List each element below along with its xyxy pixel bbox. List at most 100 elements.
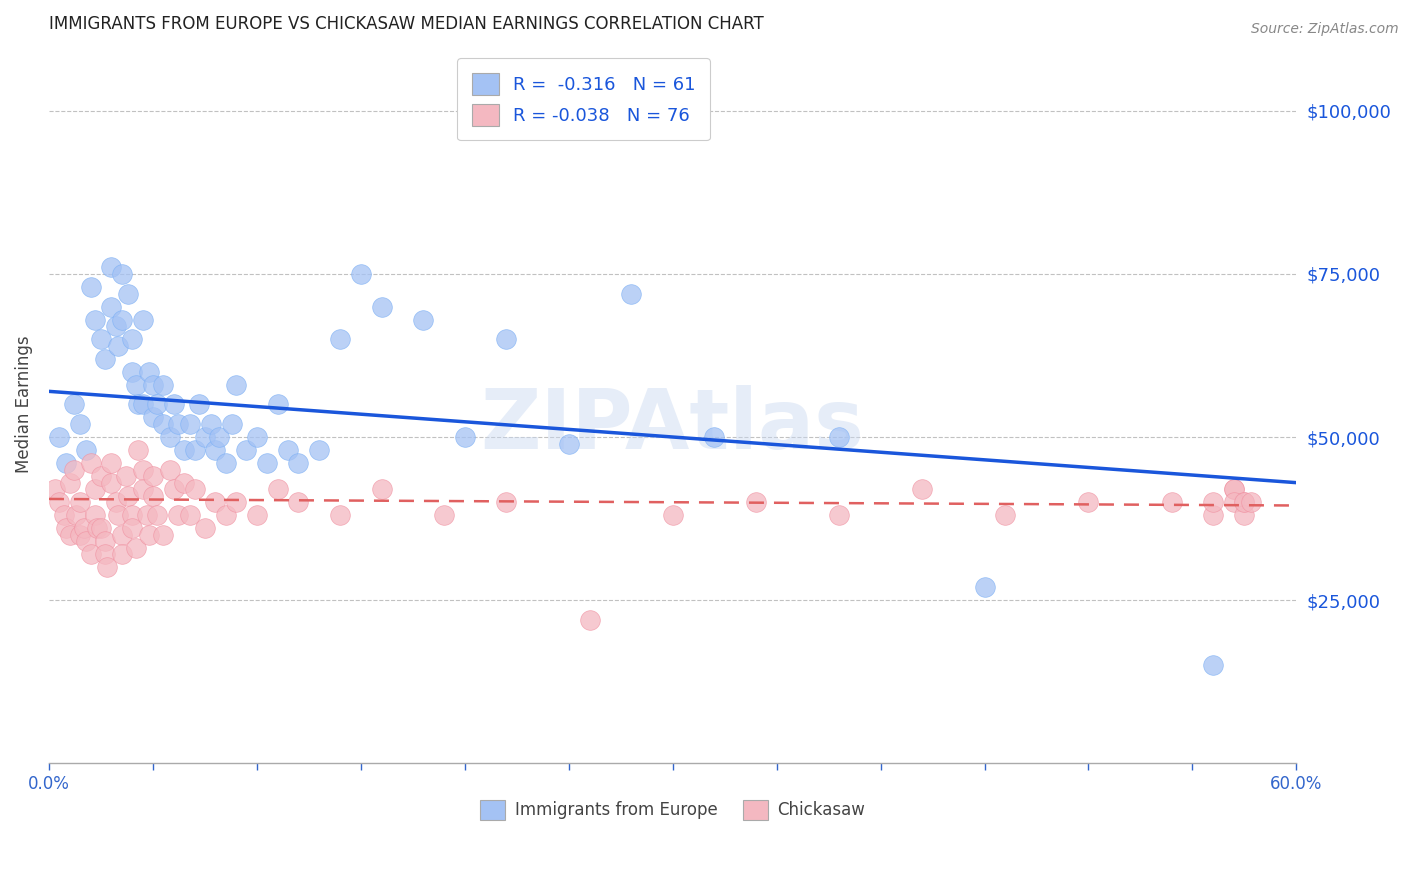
Point [187,397,209,411]
Point [75,534,97,549]
Point [127,397,149,411]
Point [121,508,143,523]
Point [167,508,190,523]
Point [117,286,139,301]
Point [173,443,195,458]
Point [225,377,247,392]
Point [104,495,127,509]
Point [96,560,118,574]
Point [495,495,517,509]
Point [94,534,117,549]
Point [90,469,112,483]
Point [131,397,153,411]
Point [1223,482,1246,496]
Point [121,521,143,535]
Point [215,456,238,470]
Point [69,528,91,542]
Point [75,443,97,458]
Point [1233,508,1256,523]
Point [152,377,174,392]
Point [1077,495,1099,509]
Point [111,267,134,281]
Point [370,482,392,496]
Point [1223,482,1246,496]
Point [100,475,122,490]
Point [83,508,105,523]
Point [266,482,288,496]
Point [454,430,477,444]
Point [828,430,851,444]
Point [1223,495,1246,509]
Point [100,300,122,314]
Point [308,443,330,458]
Point [266,397,288,411]
Point [204,443,226,458]
Point [127,443,149,458]
Point [131,312,153,326]
Point [173,475,195,490]
Point [745,495,768,509]
Point [117,489,139,503]
Point [994,508,1017,523]
Point [111,548,134,562]
Point [48,495,70,509]
Point [1202,495,1225,509]
Point [287,495,309,509]
Point [661,508,683,523]
Point [55,521,77,535]
Point [125,541,148,555]
Point [495,332,517,346]
Point [52,508,75,523]
Point [94,548,117,562]
Point [107,339,129,353]
Point [558,436,581,450]
Point [152,417,174,431]
Point [578,613,600,627]
Point [83,482,105,496]
Point [138,528,160,542]
Point [215,508,238,523]
Point [433,508,456,523]
Point [370,300,392,314]
Point [73,521,96,535]
Point [350,267,373,281]
Point [287,456,309,470]
Text: Source: ZipAtlas.com: Source: ZipAtlas.com [1251,22,1399,37]
Point [159,430,181,444]
Point [79,280,101,294]
Point [121,365,143,379]
Point [246,508,269,523]
Point [200,417,222,431]
Point [107,508,129,523]
Point [142,410,165,425]
Point [131,462,153,476]
Point [1202,508,1225,523]
Point [225,495,247,509]
Point [208,430,231,444]
Point [183,482,205,496]
Point [115,469,138,483]
Point [204,495,226,509]
Point [90,521,112,535]
Point [221,417,243,431]
Point [620,286,643,301]
Point [329,332,352,346]
Point [1233,495,1256,509]
Point [138,365,160,379]
Point [111,312,134,326]
Point [69,417,91,431]
Point [100,456,122,470]
Point [277,443,299,458]
Point [163,482,186,496]
Legend: Immigrants from Europe, Chickasaw: Immigrants from Europe, Chickasaw [474,793,872,827]
Point [146,397,169,411]
Point [131,482,153,496]
Point [79,548,101,562]
Point [79,456,101,470]
Point [142,469,165,483]
Point [256,456,278,470]
Point [159,462,181,476]
Point [135,508,157,523]
Point [94,351,117,366]
Point [911,482,934,496]
